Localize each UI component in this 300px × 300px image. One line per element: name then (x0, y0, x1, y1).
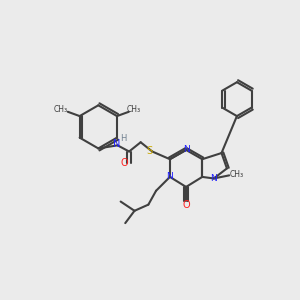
Text: CH₃: CH₃ (54, 105, 68, 114)
Text: CH₃: CH₃ (126, 105, 140, 114)
Text: N: N (167, 172, 173, 182)
Text: N: N (183, 146, 190, 154)
Text: N: N (113, 139, 121, 149)
Text: O: O (182, 200, 190, 210)
Text: O: O (121, 158, 128, 168)
Text: H: H (120, 134, 126, 143)
Text: CH₃: CH₃ (230, 170, 244, 179)
Text: N: N (210, 174, 217, 183)
Text: S: S (146, 146, 152, 156)
